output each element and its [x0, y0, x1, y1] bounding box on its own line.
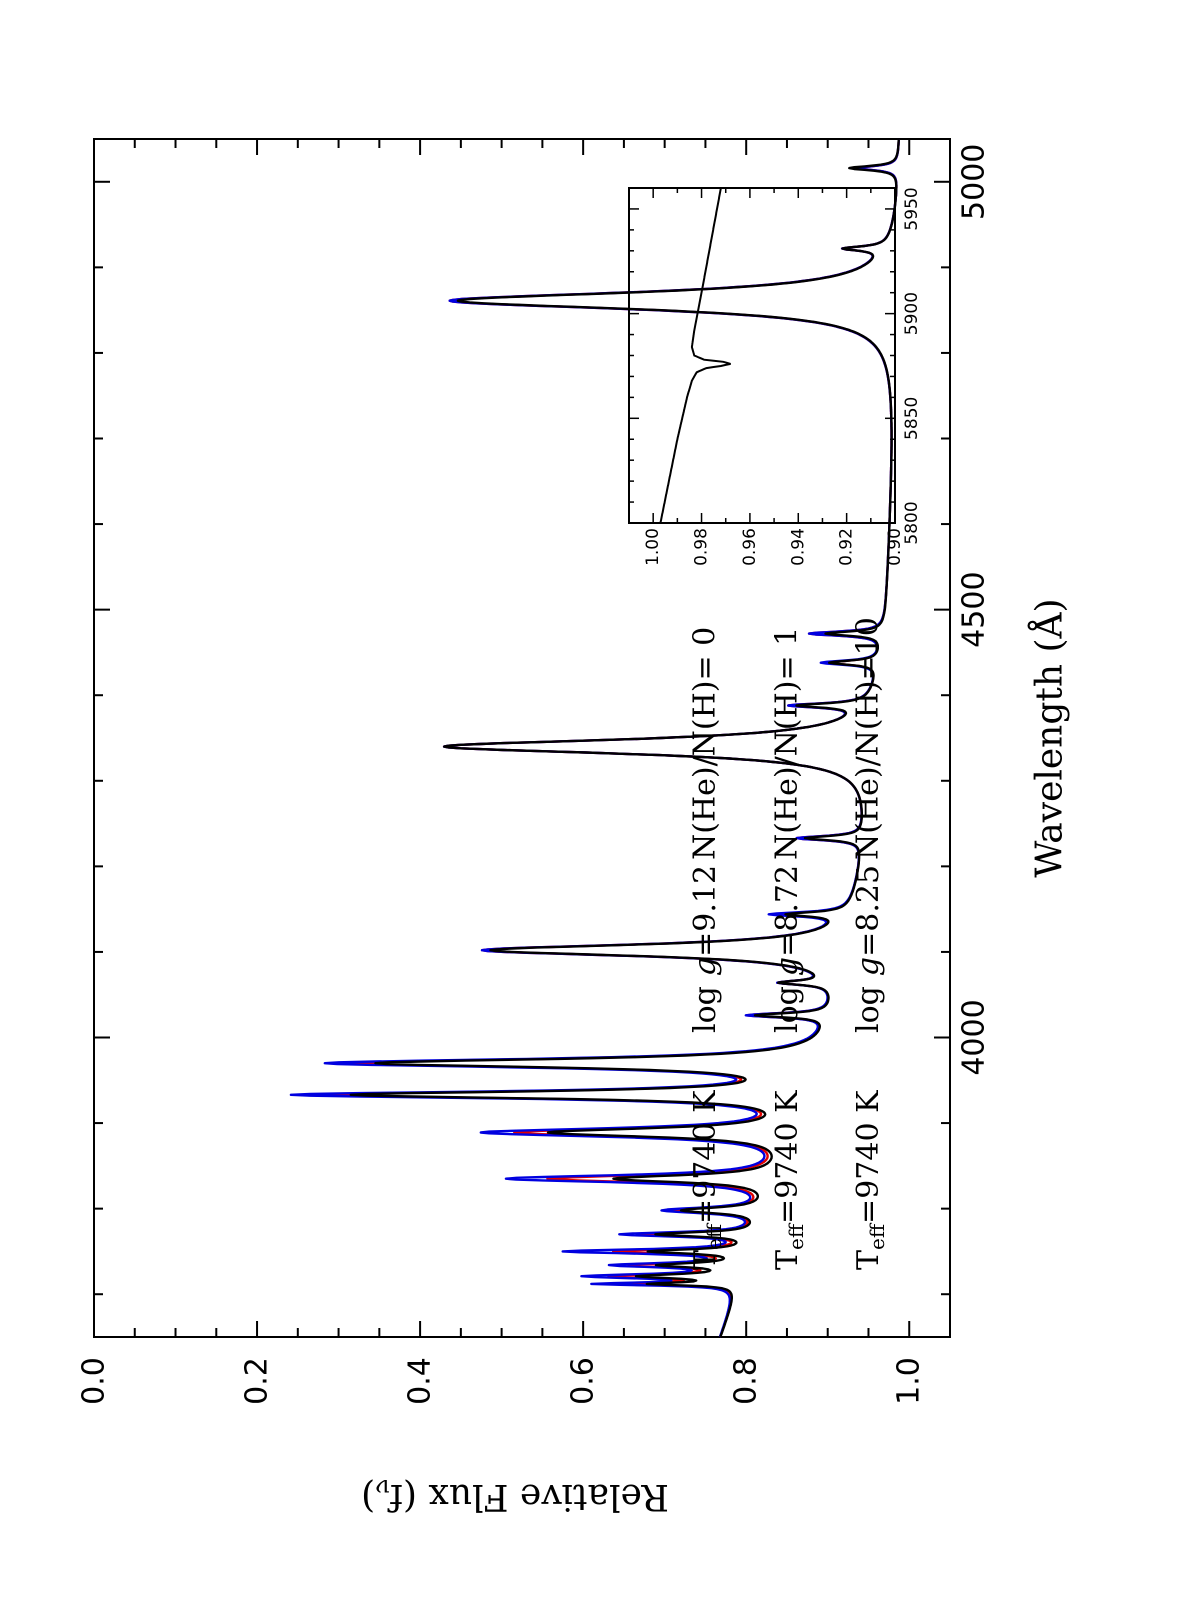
legend-logg-g: g [851, 957, 886, 976]
legend-logg-prefix: log [688, 986, 723, 1033]
legend-logg-value: =9.12 [688, 865, 723, 957]
main-ticks [93, 139, 951, 1337]
y-axis-label-sub: ν [375, 1474, 390, 1502]
legend-ratio: N(He)/N(H)= 0 [688, 627, 723, 860]
inset-y-tick-label: 0.90 [885, 528, 905, 566]
spectrum-line-2 [289, 138, 900, 1338]
y-tick-label: 0.2 [240, 1357, 275, 1405]
legend-logg: log g=8.72 [770, 865, 805, 1033]
legend-teff-value: =9740 K [688, 1090, 723, 1224]
legend-teff-sub: eff [865, 1222, 889, 1250]
legend-teff-value: =9740 K [770, 1090, 805, 1224]
inset-x-tick-label: 5950 [902, 187, 922, 230]
y-tick-label: 0.0 [77, 1357, 112, 1405]
legend-logg-prefix: log [851, 986, 886, 1033]
x-axis-label: Wavelength (Å) [1029, 598, 1071, 877]
legend-teff-prefix: T [851, 1250, 886, 1270]
y-axis-label-close: ) [361, 1477, 375, 1518]
legend-teff: Teff=9740 K [770, 1090, 809, 1270]
main-series [289, 138, 900, 1338]
inset-y-tick-label: 0.96 [740, 528, 760, 566]
inset-y-tick-label: 1.00 [643, 528, 663, 566]
y-tick-label: 0.6 [566, 1357, 601, 1405]
spectrum-line-1 [323, 138, 900, 1338]
legend-ratio: N(He)/N(H)=10 [851, 617, 886, 860]
inset-plot: 5800 5850 5900 5950 0.90 0.92 0.94 0.96 0.98 1.00 [628, 187, 922, 566]
legend-teff-value: =9740 K [851, 1090, 886, 1224]
inset-x-tick-label: 5800 [902, 501, 922, 544]
legend-logg-value: =8.25 [851, 865, 886, 957]
x-tick-label: 5000 [957, 144, 992, 220]
inset-y-tick-label: 0.92 [837, 528, 857, 566]
legend-logg-g: g [770, 957, 805, 976]
legend-teff-sub: eff [702, 1222, 726, 1250]
legend-logg-prefix: log [770, 986, 805, 1033]
legend-teff: Teff=9740 K [688, 1090, 727, 1270]
inset-x-tick-label: 5900 [902, 292, 922, 335]
inset-x-tick-label: 5850 [902, 397, 922, 440]
legend-teff: Teff=9740 K [851, 1090, 890, 1270]
main-plot-frame [93, 138, 951, 1338]
y-tick-label: 0.4 [403, 1357, 438, 1405]
legend-teff-sub: eff [784, 1222, 808, 1250]
legend-logg: log g=8.25 [851, 865, 886, 1033]
x-tick-label: 4000 [957, 999, 992, 1075]
inset-series [659, 187, 731, 524]
legend-logg: log g=9.12 [688, 865, 723, 1033]
inset-y-tick-label: 0.98 [692, 528, 712, 566]
legend-logg-g: g [688, 957, 723, 976]
inset-frame [628, 187, 896, 524]
x-tick-label: 4500 [957, 571, 992, 647]
main-tick-labels: 4000 4500 5000 0.0 0.2 0.4 0.6 0.8 1.0 [77, 144, 992, 1405]
y-axis-label-main: Relative Flux (f [387, 1477, 669, 1518]
inset-ticks [628, 187, 896, 524]
y-tick-label: 0.8 [729, 1357, 764, 1405]
y-axis-label: Relative Flux (fν) [361, 1474, 669, 1518]
legend-teff-prefix: T [770, 1250, 805, 1270]
y-tick-label: 1.0 [892, 1357, 927, 1405]
inset-y-tick-label: 0.94 [788, 528, 808, 566]
legend-logg-value: =8.72 [770, 865, 805, 957]
inset-spectrum-line [659, 187, 731, 524]
inset-tick-labels: 5800 5850 5900 5950 0.90 0.92 0.94 0.96 0.98 1.00 [643, 187, 922, 566]
legend-teff-prefix: T [688, 1250, 723, 1270]
spectrum-line-0 [349, 138, 900, 1338]
legend-ratio: N(He)/N(H)= 1 [770, 627, 805, 860]
